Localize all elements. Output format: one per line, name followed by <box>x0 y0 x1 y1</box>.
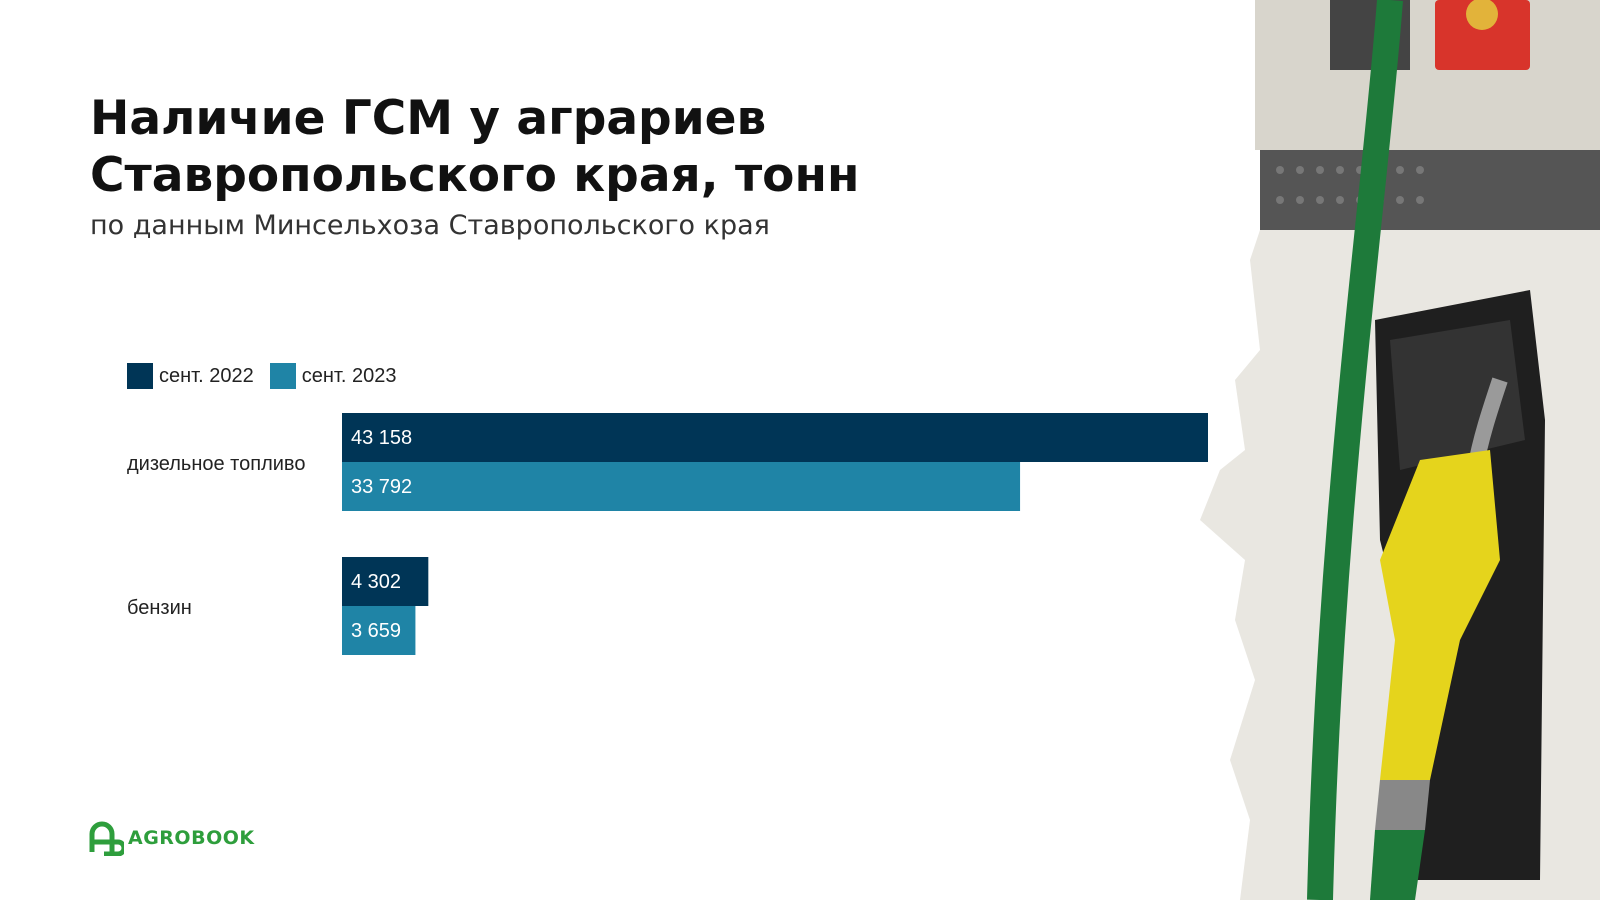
chart-title: Наличие ГСМ у аграриев Ставропольского к… <box>90 91 860 203</box>
bar <box>342 413 1208 462</box>
bar-value-label: 43 158 <box>351 427 412 449</box>
legend-label-2023: сент. 2023 <box>301 364 397 387</box>
agrobook-logo: AGROBOOK <box>88 820 255 856</box>
agrobook-logo-text: AGROBOOK <box>128 827 255 849</box>
category-label: дизельное топливо <box>127 453 305 475</box>
bar <box>342 557 429 606</box>
chart-legend: сент. 2022 сент. 2023 <box>127 363 412 389</box>
legend-swatch-2022 <box>127 363 153 389</box>
chart-subtitle: по данным Минсельхоза Ставропольского кр… <box>90 210 770 241</box>
legend-item-2022: сент. 2022 <box>127 363 254 389</box>
bar-chart: дизельное топливо 43 158 33 792 бензин 4 302… <box>127 413 1208 655</box>
fuel-pump-nozzle-photo <box>1200 0 1600 900</box>
bar-value-label: 3 659 <box>351 620 401 642</box>
legend-label-2022: сент. 2022 <box>159 364 254 387</box>
category-label: бензин <box>127 597 192 619</box>
bar <box>342 606 416 655</box>
bar <box>342 462 1021 511</box>
bar-value-label: 4 302 <box>351 571 401 593</box>
agrobook-logo-icon <box>89 821 124 856</box>
legend-item-2023: сент. 2023 <box>269 363 397 389</box>
legend-swatch-2023 <box>269 363 296 389</box>
bar-value-label: 33 792 <box>351 476 412 498</box>
